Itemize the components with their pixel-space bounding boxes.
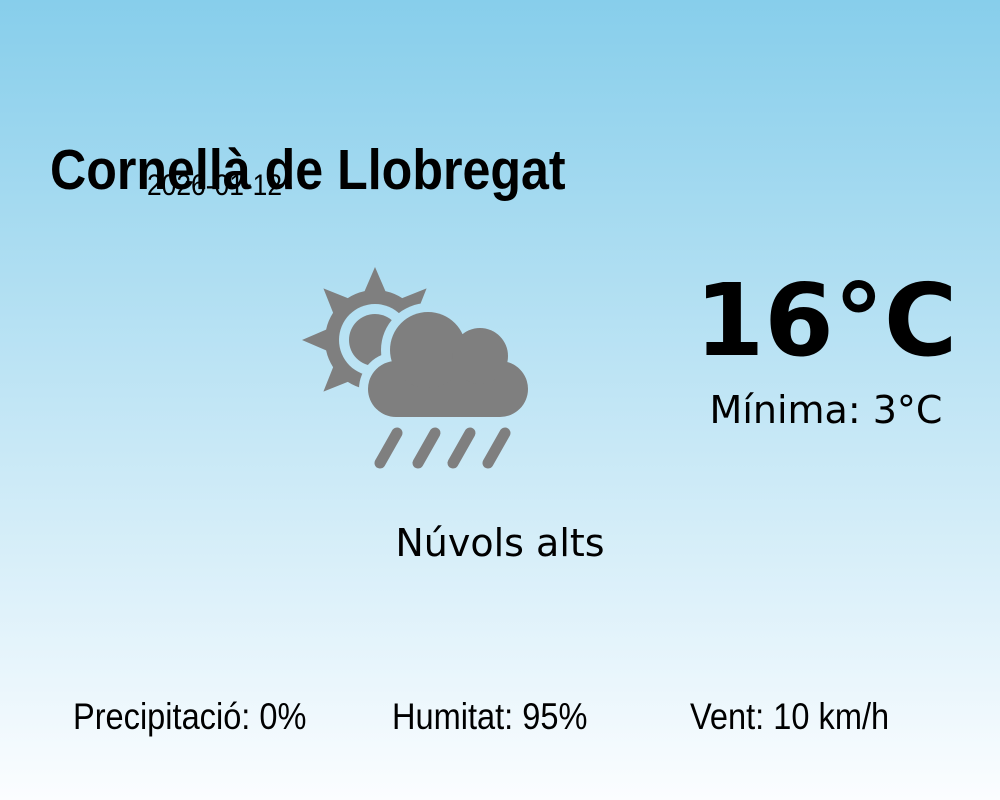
rain-shape (374, 427, 511, 469)
humidity-stat: Humitat: 95% (392, 696, 588, 737)
precipitation-stat: Precipitació: 0% (73, 696, 307, 737)
wind-stat: Vent: 10 km/h (690, 696, 890, 737)
date-label: 2026-01-12 (147, 169, 283, 202)
cloud-shape (368, 312, 528, 417)
page-title: Cornellà de Llobregat (50, 138, 566, 203)
condition-text: Núvols alts (395, 521, 605, 565)
current-temperature: 16°C (694, 262, 958, 379)
sun-behind-rain-cloud-icon (290, 255, 550, 485)
minimum-temperature: Mínima: 3°C (709, 388, 943, 432)
